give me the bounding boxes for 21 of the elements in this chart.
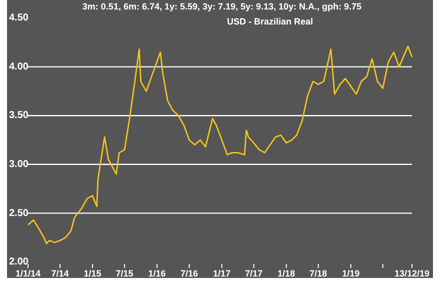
line-series xyxy=(27,46,413,244)
x-tick-label: 1/1/14 xyxy=(15,268,41,278)
x-tick-label: 1/17 xyxy=(213,268,231,278)
y-tick-label: 4.50 xyxy=(9,12,29,24)
x-tick-label: 7/15 xyxy=(116,268,134,278)
y-tick-label: 2.00 xyxy=(9,256,29,268)
y-tick-label: 4.00 xyxy=(9,61,29,72)
x-tick-label: 7/16 xyxy=(180,268,198,278)
y-tick-label: 2.50 xyxy=(9,208,29,219)
x-tick-label: 1/16 xyxy=(148,268,166,278)
x-tick-label: 1/18 xyxy=(278,268,296,278)
chart-subtitle: 3m: 0.51, 6m: 6.74, 1y: 5.59, 3y: 7.19, 5y: 9.13, 10y: N.A., gph: 9.75 xyxy=(82,1,362,12)
chart-title: USD - Brazilian Real xyxy=(226,16,314,26)
x-tick-label: 13/12/19 xyxy=(394,268,430,278)
y-tick-label: 3.00 xyxy=(9,159,29,170)
x-tick-label: 7/18 xyxy=(310,268,328,278)
y-tick-label: 3.50 xyxy=(9,110,29,122)
x-tick-label: 7/17 xyxy=(245,268,263,278)
x-tick-label: 1/15 xyxy=(84,268,102,278)
x-tick-label: 7/14 xyxy=(51,268,69,278)
x-tick-label: 1/19 xyxy=(342,268,360,278)
